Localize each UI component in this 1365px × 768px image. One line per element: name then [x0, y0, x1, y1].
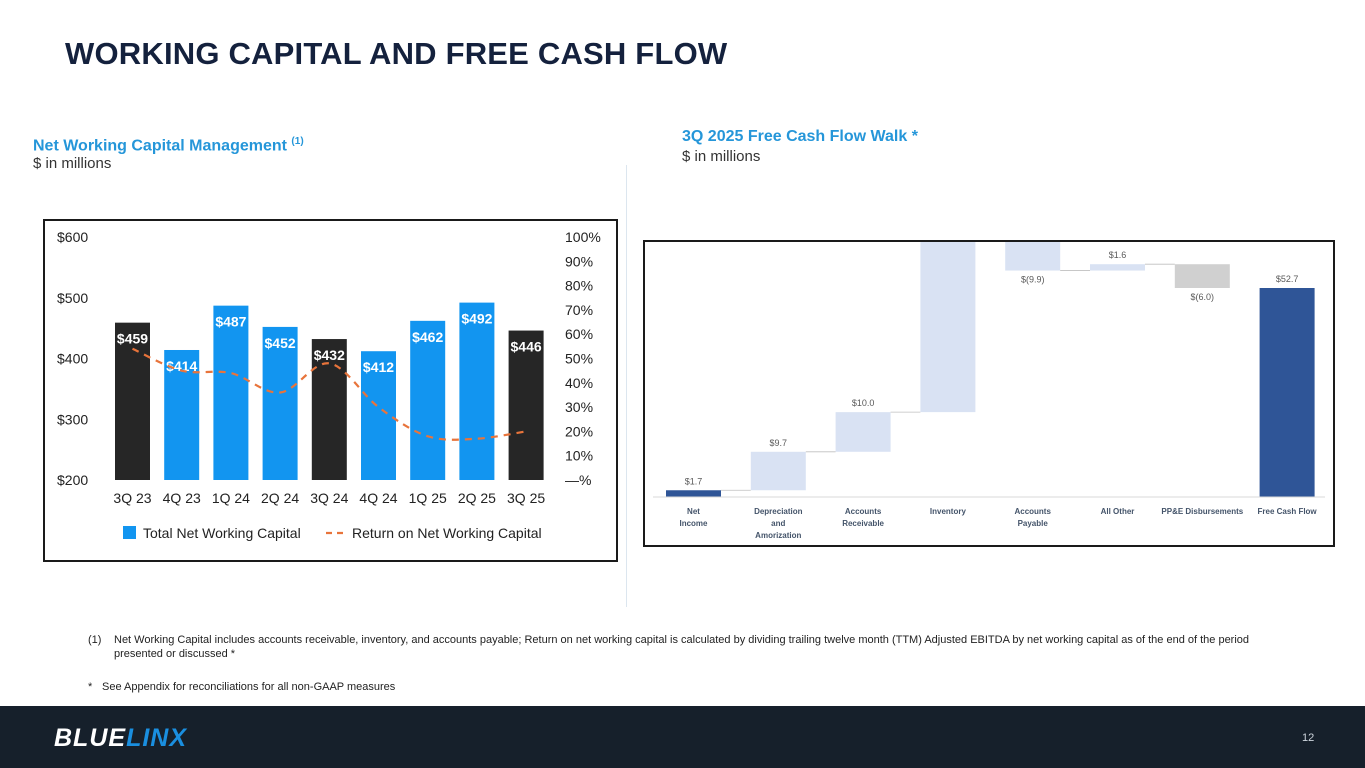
fcf-category-label: Net [687, 507, 700, 516]
y-axis-tick-label: $600 [57, 229, 88, 245]
nwc-bar-label: $492 [461, 311, 492, 327]
y2-axis-tick-label: —% [565, 472, 591, 488]
x-axis-tick-label: 2Q 25 [458, 490, 496, 506]
fcf-category-label: and [771, 519, 785, 528]
nwc-bar-label: $452 [265, 335, 296, 351]
x-axis-tick-label: 2Q 24 [261, 490, 299, 506]
fcf-bar-label: $52.7 [1276, 274, 1299, 284]
y2-axis-tick-label: 70% [565, 302, 593, 318]
nwc-chart-frame: $600 $500 $400 $300 $200 100% 90% 80% 70% 60% 50% 4… [43, 219, 618, 562]
fcf-category-label: Inventory [930, 507, 967, 516]
fcf-category-label: Payable [1018, 519, 1049, 528]
footnote-2-text: See Appendix for reconciliations for all… [102, 681, 396, 693]
y2-axis-tick-label: 40% [565, 375, 593, 391]
fcf-bar [1005, 231, 1061, 271]
nwc-bar [213, 305, 249, 480]
nwc-section-subtitle: $ in millions [33, 155, 112, 172]
fcf-bar [1090, 264, 1145, 271]
nwc-bar-label: $432 [314, 347, 345, 363]
roic-line [132, 347, 527, 441]
x-axis-tick-label: 4Q 24 [359, 490, 397, 506]
legend-label-nwc: Total Net Working Capital [143, 525, 301, 541]
y2-axis-tick-label: 80% [565, 278, 593, 294]
nwc-bar [311, 339, 347, 480]
fcf-category-label: Accounts [1014, 507, 1051, 516]
nwc-section-title: Net Working Capital Management (1) [33, 136, 304, 155]
section-divider [626, 165, 627, 607]
fcf-category-label: PP&E Disbursements [1161, 507, 1243, 516]
fcf-category-label: Amorization [755, 531, 801, 540]
footnote-1-marker: (1) [88, 634, 102, 646]
footnote-1-text: Net Working Capital includes accounts re… [114, 634, 1250, 660]
legend-swatch-nwc [123, 526, 136, 539]
nwc-bar-label: $487 [215, 314, 246, 330]
y2-axis-tick-label: 90% [565, 253, 593, 269]
nwc-bar [508, 330, 544, 480]
fcf-bar-label: $(6.0) [1191, 292, 1215, 302]
nwc-bar-label: $459 [117, 331, 148, 347]
x-axis-tick-label: 3Q 23 [113, 490, 151, 506]
logo-linx-text: LINX [126, 724, 188, 752]
x-axis-tick-label: 4Q 23 [163, 490, 201, 506]
y2-axis-tick-label: 20% [565, 423, 593, 439]
fcf-bar [920, 231, 976, 413]
footnote-2-marker: * [88, 681, 93, 693]
y-axis-tick-label: $200 [57, 472, 88, 488]
fcf-bar-label: $1.7 [685, 476, 703, 486]
bluelinx-logo: BLUELINX [54, 724, 187, 753]
y2-axis-tick-label: 60% [565, 326, 593, 342]
y-axis-tick-label: $500 [57, 290, 88, 306]
nwc-bar-label: $412 [363, 359, 394, 375]
fcf-bar [1259, 288, 1315, 497]
fcf-section-title: 3Q 2025 Free Cash Flow Walk * [682, 128, 918, 145]
nwc-bar [410, 320, 446, 480]
nwc-bar [262, 326, 298, 480]
nwc-chart: $600 $500 $400 $300 $200 100% 90% 80% 70% 60% 50% 4… [57, 229, 601, 541]
footer-bar: BLUELINX 12 [0, 706, 1365, 768]
fcf-bar [835, 412, 891, 452]
nwc-bar [361, 351, 396, 480]
page-number: 12 [1302, 732, 1315, 744]
nwc-bar-label: $414 [166, 358, 197, 374]
fcf-bar [666, 490, 721, 497]
fcf-section-subtitle: $ in millions [682, 148, 761, 165]
fcf-bar-label: $9.7 [770, 438, 788, 448]
y2-axis-tick-label: 10% [565, 448, 593, 464]
fcf-walk-chart: $1.7 Net Income $9.7 Depreciation and Amorizat… [653, 217, 1325, 540]
x-axis-tick-label: 1Q 24 [212, 490, 250, 506]
nwc-bar [459, 302, 495, 480]
page-title: WORKING CAPITAL AND FREE CASH FLOW [65, 36, 728, 71]
fcf-category-label: Income [679, 519, 708, 528]
nwc-title-text: Net Working Capital Management [33, 137, 287, 155]
nwc-bar-label: $462 [412, 329, 443, 345]
nwc-bar-label: $446 [511, 339, 542, 355]
y2-axis-tick-label: 50% [565, 351, 593, 367]
fcf-chart-frame: $1.7 Net Income $9.7 Depreciation and Amorizat… [643, 217, 1335, 547]
x-axis-tick-label: 1Q 25 [409, 490, 447, 506]
y-axis-tick-label: $300 [57, 411, 88, 427]
logo-blue-text: BLUE [54, 724, 127, 752]
fcf-category-label: Accounts [845, 507, 882, 516]
x-axis-tick-label: 3Q 24 [310, 490, 348, 506]
fcf-bar [750, 451, 806, 491]
fcf-bar-label: $10.0 [852, 398, 875, 408]
fcf-category-label: Receivable [842, 519, 884, 528]
fcf-category-label: Free Cash Flow [1258, 507, 1318, 516]
legend-label-roic: Return on Net Working Capital [352, 525, 542, 541]
fcf-category-label: Depreciation [754, 507, 803, 516]
fcf-bar-label: $1.6 [1109, 250, 1127, 260]
y2-axis-tick-label: 30% [565, 399, 593, 415]
nwc-title-footnote-ref: (1) [291, 136, 304, 147]
fcf-bar [1174, 264, 1230, 288]
fcf-bar-label: $(9.9) [1021, 275, 1045, 285]
fcf-category-label: All Other [1101, 507, 1135, 516]
x-axis-tick-label: 3Q 25 [507, 490, 545, 506]
y2-axis-tick-label: 100% [565, 229, 601, 245]
y-axis-tick-label: $400 [57, 351, 88, 367]
